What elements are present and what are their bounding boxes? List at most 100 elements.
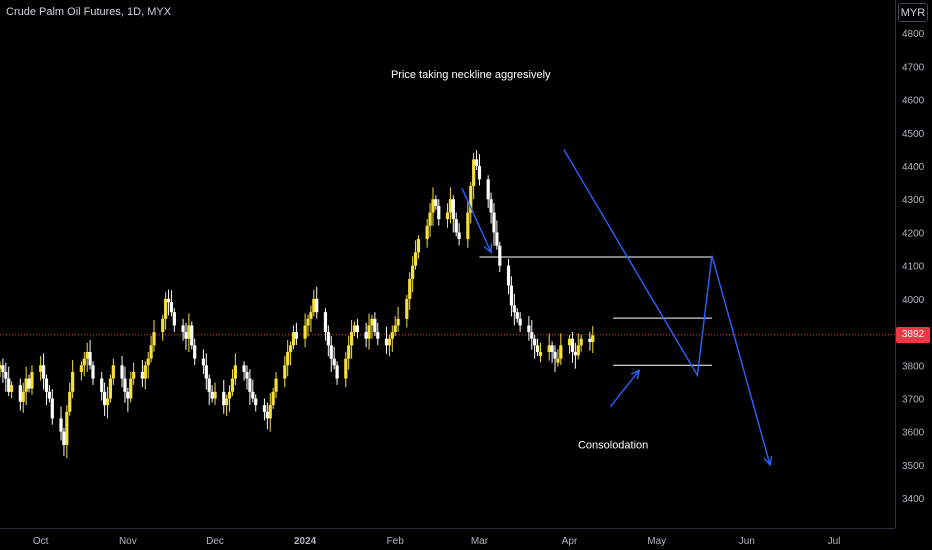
candle-body — [588, 338, 592, 343]
time-tick-label: Nov — [119, 536, 137, 547]
candle-body — [472, 159, 476, 186]
annotation-arrow[interactable] — [461, 187, 492, 253]
price-tick-label: 3700 — [902, 394, 925, 405]
candle-body — [143, 365, 147, 379]
projection-path[interactable] — [563, 149, 773, 467]
candle-body — [129, 378, 133, 399]
candle-body — [193, 345, 197, 359]
time-tick-label: Dec — [206, 536, 224, 547]
candle-body — [533, 338, 537, 346]
candle-body — [172, 312, 176, 326]
candle-body — [469, 185, 473, 213]
candle-body — [30, 371, 34, 389]
candle-body — [24, 378, 28, 392]
candle-body — [451, 199, 455, 220]
time-tick-label: Jun — [739, 536, 755, 547]
candle-body — [4, 371, 8, 379]
candle-body — [1, 365, 5, 372]
candle-body — [396, 318, 400, 326]
candle-body — [498, 245, 502, 266]
candle-body — [271, 391, 275, 406]
candle-body — [85, 352, 89, 359]
price-tick-label: 4700 — [902, 62, 925, 73]
price-tick-label: 4300 — [902, 195, 925, 206]
candle-body — [105, 398, 110, 406]
candle-body — [21, 391, 25, 402]
annotation-arrow[interactable] — [609, 369, 640, 408]
price-tick-label: 4100 — [902, 262, 925, 273]
candle-body — [201, 358, 206, 366]
candle-body — [530, 332, 534, 339]
candle-body — [428, 212, 432, 226]
projection-polyline[interactable] — [563, 149, 771, 466]
candle-body — [408, 278, 412, 299]
candle-body — [79, 365, 83, 372]
candle-body — [227, 391, 232, 399]
candle-body — [538, 352, 543, 356]
candle-body — [120, 365, 124, 379]
candle-body — [152, 332, 156, 346]
candle-body — [82, 358, 86, 366]
time-tick-label: Apr — [562, 536, 578, 547]
horizontal-levels[interactable] — [479, 256, 712, 366]
candle-body — [65, 411, 69, 445]
candle-body — [268, 405, 272, 419]
candle-body — [108, 378, 113, 399]
time-axis[interactable]: Oct Nov Dec 2024 Feb Mar Apr May Jun Jul — [33, 536, 840, 547]
candle-body — [245, 371, 249, 379]
candle-body — [547, 345, 551, 352]
candle-body — [332, 358, 336, 366]
candle-body — [230, 378, 235, 392]
candle-body — [39, 365, 43, 372]
candle-body — [550, 345, 554, 352]
candle-body — [323, 312, 328, 333]
currency-badge[interactable]: MYR — [898, 3, 928, 22]
candle-body — [576, 345, 580, 356]
candle-body — [364, 332, 368, 339]
candle-body — [489, 199, 493, 213]
candle-body — [283, 365, 287, 379]
annotation-text[interactable]: Consolodation — [578, 439, 648, 451]
candle-body — [411, 265, 415, 279]
candle-body — [556, 358, 560, 363]
candle-body — [27, 378, 31, 389]
candle-body — [225, 398, 229, 406]
candle-body — [373, 318, 377, 333]
candle-body — [448, 199, 453, 213]
price-tick-label: 3800 — [902, 361, 925, 372]
candle-body — [370, 318, 374, 326]
candle-body — [416, 239, 421, 253]
candle-body — [204, 365, 208, 379]
candle-body — [431, 199, 435, 213]
candle-body — [59, 418, 63, 432]
candle-body — [437, 205, 441, 220]
candle-body — [387, 338, 391, 346]
candle-body — [303, 325, 307, 339]
candle-body — [169, 302, 174, 313]
candle-body — [44, 378, 49, 392]
annotation-text[interactable]: Price taking neckline aggresively — [391, 69, 551, 81]
candle-body — [393, 325, 397, 333]
time-tick-label: May — [647, 536, 666, 547]
candle-body — [288, 345, 293, 352]
candle-body — [355, 325, 360, 333]
price-axis[interactable]: 3400350036003700380039004000410042004300… — [902, 29, 925, 505]
candle-body — [344, 358, 348, 379]
chart-title: Crude Palm Oil Futures, 1D, MYX — [6, 6, 172, 18]
candle-body — [457, 232, 461, 240]
candle-body — [161, 318, 165, 333]
candle-body — [294, 332, 298, 339]
time-tick-label: Feb — [387, 536, 405, 547]
annotations[interactable]: Price taking neckline aggresively Consolo… — [391, 69, 648, 451]
candle-body — [265, 411, 269, 419]
candle-body — [103, 391, 107, 406]
candle-body — [71, 371, 75, 392]
candle-body — [190, 325, 194, 346]
candle-body — [466, 212, 470, 240]
candle-body — [41, 365, 46, 379]
candle-body — [535, 345, 540, 352]
candle-body — [567, 338, 572, 346]
candle-body — [579, 338, 583, 346]
candle-body — [286, 352, 290, 366]
